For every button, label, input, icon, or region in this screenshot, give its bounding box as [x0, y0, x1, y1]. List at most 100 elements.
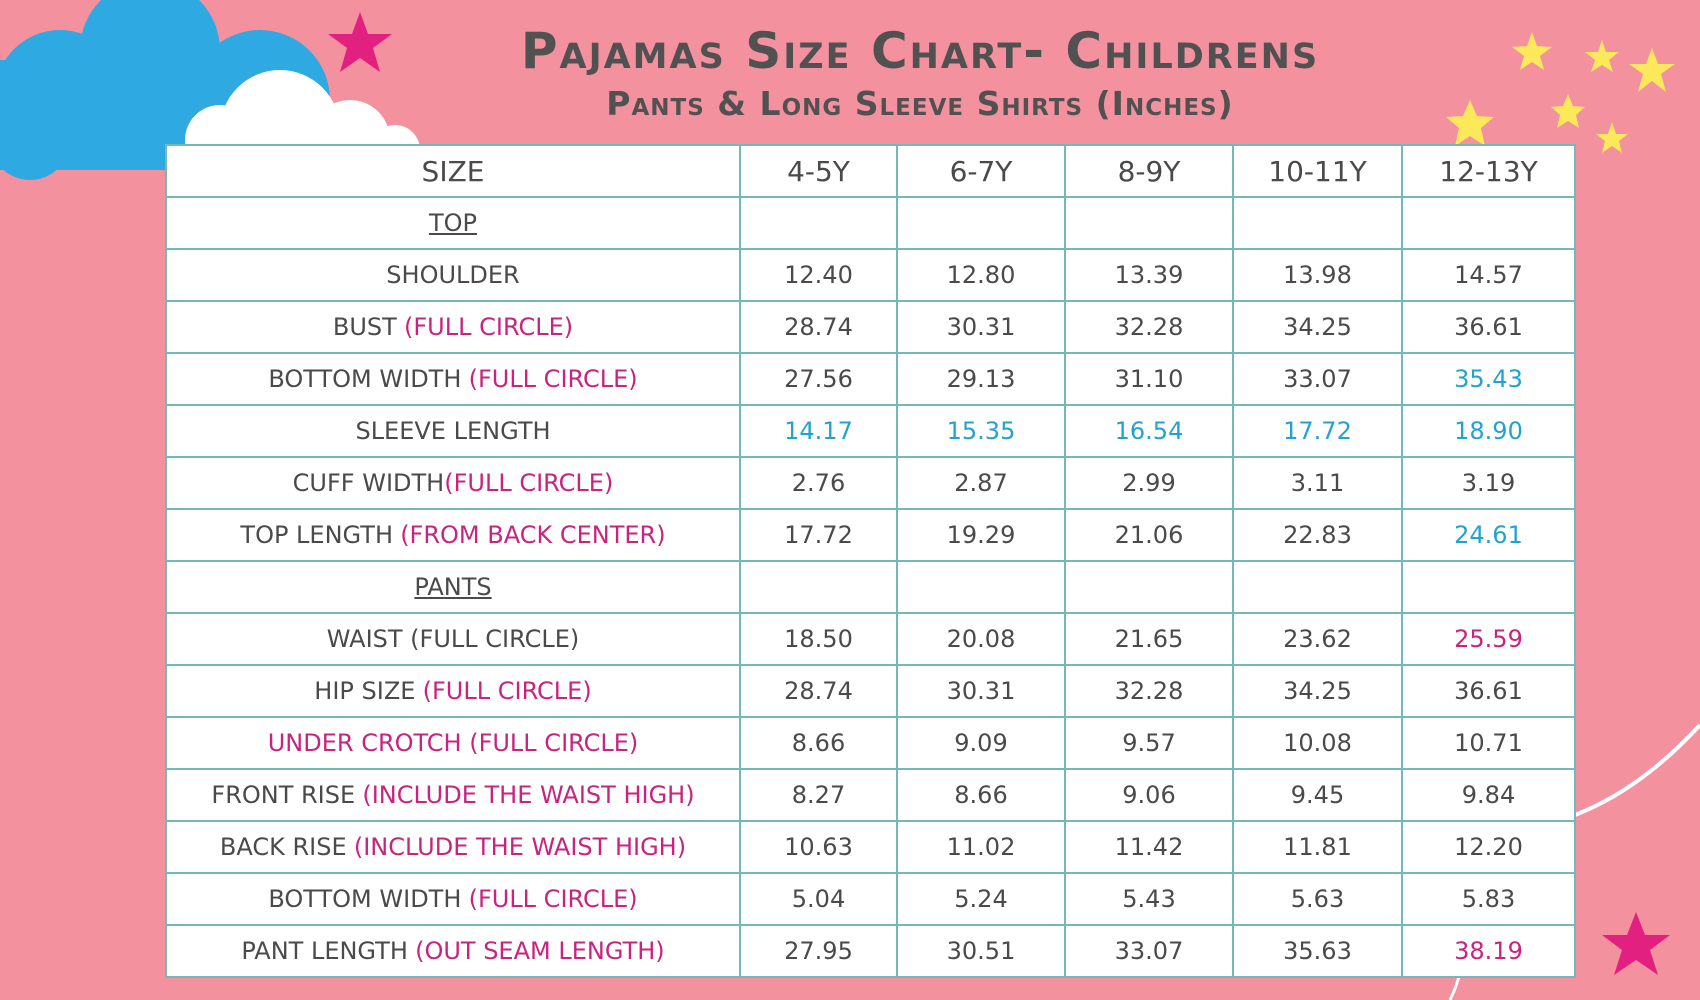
value-cell: 3.19 — [1401, 456, 1576, 510]
label-note: (FULL CIRCLE) — [468, 885, 638, 913]
empty-cell — [1401, 196, 1576, 250]
value-cell: 12.80 — [896, 248, 1066, 302]
data-row: SLEEVE LENGTH 14.17 15.35 16.54 17.72 18.90 — [165, 404, 1576, 458]
value-cell: 11.81 — [1232, 820, 1403, 874]
value-cell: 23.62 — [1232, 612, 1403, 666]
section-row: PANTS — [165, 560, 1576, 614]
value-cell: 11.42 — [1064, 820, 1234, 874]
row-label: SLEEVE LENGTH — [165, 404, 741, 458]
value-cell: 27.56 — [739, 352, 898, 406]
value-cell: 25.59 — [1401, 612, 1576, 666]
value-cell: 32.28 — [1064, 300, 1234, 354]
label-note: (FULL CIRCLE) — [404, 313, 574, 341]
value-cell: 10.71 — [1401, 716, 1576, 770]
row-label: UNDER CROTCH (FULL CIRCLE) — [165, 716, 741, 770]
data-row: UNDER CROTCH (FULL CIRCLE) 8.66 9.09 9.57 10… — [165, 716, 1576, 770]
value-cell: 5.83 — [1401, 872, 1576, 926]
empty-cell — [896, 196, 1066, 250]
label-text: HIP SIZE — [314, 677, 416, 705]
section-row: TOP — [165, 196, 1576, 250]
value-cell: 13.98 — [1232, 248, 1403, 302]
empty-cell — [1064, 560, 1234, 614]
label-note: (INCLUDE THE WAIST HIGH) — [353, 833, 687, 861]
header-cell: 12-13Y — [1401, 144, 1576, 198]
value-cell: 20.08 — [896, 612, 1066, 666]
value-cell: 10.08 — [1232, 716, 1403, 770]
section-label: TOP — [428, 209, 478, 237]
header-cell: 6-7Y — [896, 144, 1066, 198]
label-text: CUFF WIDTH — [292, 469, 445, 497]
data-row: WAIST (FULL CIRCLE) 18.50 20.08 21.65 23.62 2… — [165, 612, 1576, 666]
value-cell: 34.25 — [1232, 664, 1403, 718]
label-note: (FULL CIRCLE) — [444, 469, 614, 497]
label-text: WAIST (FULL CIRCLE) — [326, 625, 580, 653]
header-cell: SIZE — [165, 144, 741, 198]
value-cell: 12.20 — [1401, 820, 1576, 874]
empty-cell — [739, 196, 898, 250]
label-text: TOP LENGTH — [240, 521, 393, 549]
value-cell: 5.43 — [1064, 872, 1234, 926]
value-cell: 31.10 — [1064, 352, 1234, 406]
data-row: FRONT RISE (INCLUDE THE WAIST HIGH) 8.27 8.… — [165, 768, 1576, 822]
value-cell: 35.63 — [1232, 924, 1403, 978]
value-cell: 9.84 — [1401, 768, 1576, 822]
value-cell: 24.61 — [1401, 508, 1576, 562]
label-note: (FROM BACK CENTER) — [400, 521, 666, 549]
row-label: PANTS — [165, 560, 741, 614]
value-cell: 15.35 — [896, 404, 1066, 458]
value-cell: 36.61 — [1401, 300, 1576, 354]
value-cell: 16.54 — [1064, 404, 1234, 458]
data-row: PANT LENGTH (OUT SEAM LENGTH) 27.95 30.51 33… — [165, 924, 1576, 978]
value-cell: 19.29 — [896, 508, 1066, 562]
empty-cell — [896, 560, 1066, 614]
value-cell: 21.65 — [1064, 612, 1234, 666]
label-note: (FULL CIRCLE) — [468, 365, 638, 393]
label-note: (OUT SEAM LENGTH) — [415, 937, 665, 965]
yellow-stars — [1446, 32, 1675, 153]
empty-cell — [1232, 196, 1403, 250]
value-cell: 17.72 — [1232, 404, 1403, 458]
data-row: BOTTOM WIDTH (FULL CIRCLE) 5.04 5.24 5.43 5.6… — [165, 872, 1576, 926]
section-label: PANTS — [414, 573, 492, 601]
label-text: FRONT RISE — [211, 781, 356, 809]
value-cell: 32.28 — [1064, 664, 1234, 718]
value-cell: 14.57 — [1401, 248, 1576, 302]
white-curve — [1574, 723, 1700, 817]
label-text: PANT LENGTH — [241, 937, 408, 965]
value-cell: 18.50 — [739, 612, 898, 666]
row-label: TOP — [165, 196, 741, 250]
label-text: BOTTOM WIDTH — [268, 365, 462, 393]
value-cell: 9.09 — [896, 716, 1066, 770]
empty-cell — [1401, 560, 1576, 614]
data-row: SHOULDER 12.40 12.80 13.39 13.98 14.57 — [165, 248, 1576, 302]
value-cell: 21.06 — [1064, 508, 1234, 562]
value-cell: 30.51 — [896, 924, 1066, 978]
label-text: SLEEVE LENGTH — [355, 417, 551, 445]
value-cell: 14.17 — [739, 404, 898, 458]
size-table: SIZE 4-5Y 6-7Y 8-9Y 10-11Y 12-13Y TOP SHOULDER 1… — [165, 144, 1576, 978]
row-label: BOTTOM WIDTH (FULL CIRCLE) — [165, 872, 741, 926]
header-cell: 8-9Y — [1064, 144, 1234, 198]
value-cell: 38.19 — [1401, 924, 1576, 978]
value-cell: 5.04 — [739, 872, 898, 926]
table-body: SIZE 4-5Y 6-7Y 8-9Y 10-11Y 12-13Y TOP SHOULDER 1… — [165, 144, 1576, 978]
empty-cell — [1232, 560, 1403, 614]
value-cell: 34.25 — [1232, 300, 1403, 354]
label-note: UNDER CROTCH (FULL CIRCLE) — [267, 729, 639, 757]
value-cell: 18.90 — [1401, 404, 1576, 458]
row-label: WAIST (FULL CIRCLE) — [165, 612, 741, 666]
label-note: (INCLUDE THE WAIST HIGH) — [362, 781, 695, 809]
data-row: TOP LENGTH (FROM BACK CENTER) 17.72 19.29 21… — [165, 508, 1576, 562]
label-text: BUST — [332, 313, 397, 341]
value-cell: 22.83 — [1232, 508, 1403, 562]
value-cell: 29.13 — [896, 352, 1066, 406]
label-text: BOTTOM WIDTH — [268, 885, 462, 913]
row-label: PANT LENGTH (OUT SEAM LENGTH) — [165, 924, 741, 978]
row-label: BUST (FULL CIRCLE) — [165, 300, 741, 354]
value-cell: 10.63 — [739, 820, 898, 874]
value-cell: 11.02 — [896, 820, 1066, 874]
data-row: HIP SIZE (FULL CIRCLE) 28.74 30.31 32.28 34.2… — [165, 664, 1576, 718]
value-cell: 8.27 — [739, 768, 898, 822]
value-cell: 2.99 — [1064, 456, 1234, 510]
